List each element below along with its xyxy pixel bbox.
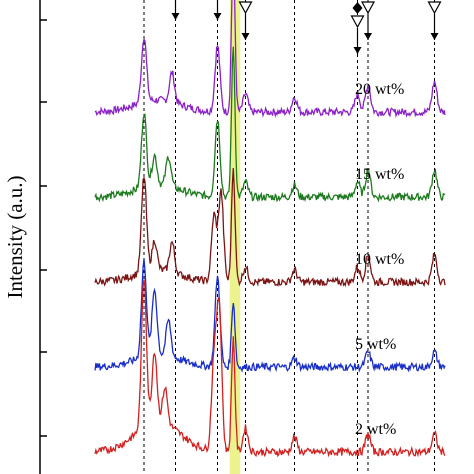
highlight-band-layer [229,0,241,474]
series-label-3: 5 wt% [355,336,396,353]
series-label-4: 2 wt% [355,421,396,438]
series-trace-4 [94,279,446,458]
marker-triangle-1 [350,15,365,29]
axis-layer [39,0,47,474]
series-label-2: 10 wt% [355,251,404,268]
marker-arrow-head-4 [430,33,439,40]
y-axis-label: Intensity (a.u.) [3,175,27,298]
marker-triangle-0 [238,1,253,15]
series-trace-2 [94,168,446,288]
series-trace-3 [94,258,446,373]
series-label-1: 15 wt% [355,166,404,183]
traces-layer [94,0,446,458]
series-trace-0 [94,0,446,119]
marker-diamond-1 [352,2,363,14]
marker-arrow-head-3 [364,33,372,40]
marker-triangle-3 [427,1,442,15]
marker-arrow-head-0 [241,33,250,40]
highlight-band [229,0,241,474]
series-trace-1 [94,46,446,203]
series-labels-layer: 20 wt% 15 wt% 10 wt% 5 wt% 2 wt% [355,81,404,438]
marker-triangle-2 [360,1,376,15]
marker-arrow-head-plain-0 [171,13,180,20]
series-label-0: 20 wt% [355,81,404,98]
reference-lines-layer [143,0,435,474]
marker-arrow-head-2 [353,47,362,54]
markers-layer [171,0,442,54]
marker-arrow-head-plain-1 [213,13,222,20]
